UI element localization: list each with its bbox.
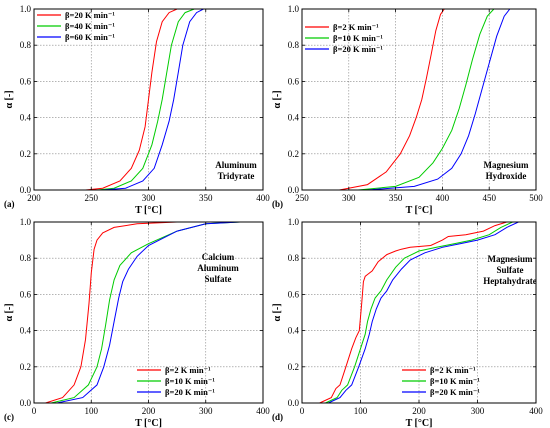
x-tick-label: 200 [27, 193, 41, 203]
legend-entry: β=20 K min⁻¹ [430, 387, 480, 397]
panel-a: 200 250 300 350 400 0.0 0.2 0.4 0.6 0.8 1.0 T [°C] α… [4, 4, 270, 216]
y-tick-label: 0.6 [20, 76, 32, 86]
series-line-green [325, 221, 525, 404]
material-annotation: Aluminum [197, 263, 239, 273]
legend-entry: β=2 K min⁻¹ [333, 22, 379, 32]
y-tick-label: 1.0 [288, 4, 300, 14]
panel-label: (a) [4, 199, 15, 209]
x-tick-label: 400 [256, 406, 270, 416]
panel-b: 250 300 350 400 450 500 0.0 0.2 0.4 0.6 0.8 1.0 T [°… [272, 4, 543, 216]
panel-d: 0 100 200 300 400 0.0 0.2 0.4 0.6 0.8 1.0 T [°C] α [… [272, 217, 543, 428]
legend-entry: β=60 K min⁻¹ [65, 32, 115, 42]
legend-entry: β=10 K min⁻¹ [430, 376, 480, 386]
x-tick-label: 350 [389, 193, 403, 203]
material-annotation: Tridyrate [218, 171, 255, 181]
legend-entry: β=2 K min⁻¹ [165, 365, 211, 375]
series-line-green [358, 8, 504, 191]
x-tick-label: 450 [482, 193, 496, 203]
x-tick-label: 250 [295, 193, 309, 203]
material-annotation: Hydroxide [486, 171, 527, 181]
legend-entry: β=2 K min⁻¹ [430, 365, 476, 375]
y-tick-label: 1.0 [20, 217, 32, 227]
material-annotation: Aluminum [215, 160, 257, 170]
x-tick-label: 300 [471, 406, 485, 416]
x-tick-label: 300 [142, 193, 156, 203]
series-line-blue [56, 221, 241, 404]
x-axis-label: T [°C] [406, 205, 433, 216]
x-tick-label: 100 [354, 406, 368, 416]
panel-label: (b) [272, 199, 283, 209]
y-tick-label: 0.0 [288, 185, 300, 195]
x-axis-label: T [°C] [406, 418, 433, 428]
legend-entry: β=10 K min⁻¹ [165, 376, 215, 386]
series-line-blue [328, 221, 528, 404]
x-tick-label: 400 [256, 193, 270, 203]
x-tick-label: 500 [529, 193, 543, 203]
y-tick-label: 0.2 [20, 149, 31, 159]
material-annotation: Calcium [202, 252, 235, 262]
y-axis-label: α [-] [4, 90, 15, 108]
x-tick-label: 400 [529, 406, 543, 416]
y-tick-label: 0.8 [288, 253, 300, 263]
y-axis-label: α [-] [272, 303, 283, 321]
y-tick-label: 0.4 [288, 326, 300, 336]
legend-entry: β=10 K min⁻¹ [333, 33, 383, 43]
y-axis-label: α [-] [4, 303, 15, 321]
x-tick-label: 400 [436, 193, 450, 203]
y-tick-label: 0.4 [288, 113, 300, 123]
series-line-blue [367, 8, 518, 191]
legend-entry: β=40 K min⁻¹ [65, 21, 115, 31]
y-tick-label: 1.0 [288, 217, 300, 227]
x-tick-label: 0 [32, 406, 37, 416]
y-tick-label: 0.8 [288, 40, 300, 50]
x-tick-label: 200 [142, 406, 156, 416]
y-tick-label: 1.0 [20, 4, 32, 14]
y-tick-label: 0.8 [20, 40, 32, 50]
material-annotation: Sulfate [497, 265, 524, 275]
x-tick-label: 250 [85, 193, 99, 203]
series-line-red [339, 8, 452, 191]
y-tick-label: 0.2 [288, 149, 299, 159]
panel-label: (c) [4, 412, 14, 422]
y-tick-label: 0.4 [20, 326, 32, 336]
x-tick-label: 350 [199, 193, 213, 203]
y-tick-label: 0.6 [20, 289, 32, 299]
panel-c: 0 100 200 300 400 0.0 0.2 0.4 0.6 0.8 1.0 T [°C] α [… [4, 217, 270, 428]
x-tick-label: 300 [342, 193, 356, 203]
x-axis-label: T [°C] [135, 205, 162, 216]
y-tick-label: 0.0 [288, 398, 300, 408]
y-tick-label: 0.4 [20, 113, 32, 123]
y-axis-label: α [-] [272, 90, 283, 108]
y-tick-label: 0.6 [288, 76, 300, 86]
series-line-green [96, 8, 206, 191]
y-tick-label: 0.0 [20, 185, 32, 195]
series-line-red [85, 8, 189, 191]
x-tick-label: 100 [85, 406, 99, 416]
plot-frame [301, 8, 537, 191]
legend-entry: β=20 K min⁻¹ [65, 10, 115, 20]
y-tick-label: 0.0 [20, 398, 32, 408]
material-annotation: Magnesium [484, 160, 530, 170]
y-tick-label: 0.8 [20, 253, 32, 263]
legend-entry: β=20 K min⁻¹ [165, 387, 215, 397]
x-tick-label: 0 [300, 406, 305, 416]
series-line-red [319, 221, 519, 404]
series-line-red [45, 221, 241, 404]
material-annotation: Magnesium [488, 254, 534, 264]
x-tick-label: 200 [412, 406, 426, 416]
material-annotation: Heptahydrate [483, 276, 537, 286]
legend-entry: β=20 K min⁻¹ [333, 44, 383, 54]
y-tick-label: 0.2 [20, 362, 31, 372]
panel-label: (d) [272, 412, 283, 422]
x-tick-label: 300 [199, 406, 213, 416]
material-annotation: Sulfate [205, 274, 232, 284]
y-tick-label: 0.6 [288, 289, 300, 299]
series-line-blue [102, 8, 212, 191]
x-axis-label: T [°C] [135, 418, 162, 428]
y-tick-label: 0.2 [288, 362, 299, 372]
